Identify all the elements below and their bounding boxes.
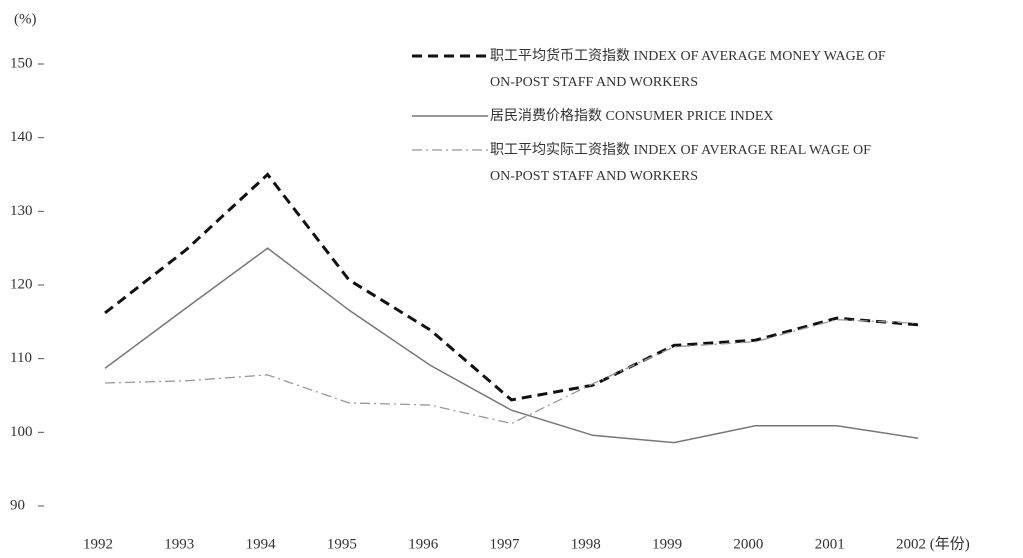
legend-label: 职工平均货币工资指数 INDEX OF AVERAGE MONEY WAGE O… xyxy=(490,49,886,90)
x-tick-label: 1995 xyxy=(327,536,357,552)
x-tick-label: 1992 xyxy=(83,536,113,552)
x-tick-label: 1998 xyxy=(571,536,601,552)
y-tick-label: 150 xyxy=(10,55,33,71)
x-tick-label: 2002 (年份) xyxy=(896,535,970,552)
series-line xyxy=(104,247,919,444)
series-line xyxy=(104,318,919,425)
legend-item: 职工平均实际工资指数 INDEX OF AVERAGE REAL WAGE OF… xyxy=(410,138,900,190)
legend-item: 居民消费价格指数 CONSUMER PRICE INDEX xyxy=(410,104,900,130)
y-tick-label: 130 xyxy=(10,203,33,219)
legend-swatch xyxy=(412,149,488,151)
y-tick-label: 110 xyxy=(10,350,32,366)
y-tick-label: 120 xyxy=(10,276,33,292)
legend-swatch xyxy=(412,54,488,58)
x-tick-label: 1996 xyxy=(408,536,439,552)
legend-label: 职工平均实际工资指数 INDEX OF AVERAGE REAL WAGE OF… xyxy=(490,143,871,184)
legend-swatch xyxy=(412,115,488,117)
y-tick-label: 140 xyxy=(10,129,33,145)
x-tick-label: 2000 xyxy=(733,536,763,552)
legend-item: 职工平均货币工资指数 INDEX OF AVERAGE MONEY WAGE O… xyxy=(410,44,900,96)
x-tick-label: 1993 xyxy=(164,536,194,552)
legend: 职工平均货币工资指数 INDEX OF AVERAGE MONEY WAGE O… xyxy=(410,44,900,198)
y-tick-label: 100 xyxy=(10,424,33,440)
unit-label: (%) xyxy=(14,11,37,27)
series-line xyxy=(104,172,919,402)
x-tick-label: 1994 xyxy=(246,536,277,552)
x-tick-label: 1999 xyxy=(652,536,682,552)
legend-label: 居民消费价格指数 CONSUMER PRICE INDEX xyxy=(490,109,774,124)
x-tick-label: 1997 xyxy=(490,536,521,552)
x-tick-label: 2001 xyxy=(815,536,845,552)
y-tick-label: 90 xyxy=(10,497,25,513)
